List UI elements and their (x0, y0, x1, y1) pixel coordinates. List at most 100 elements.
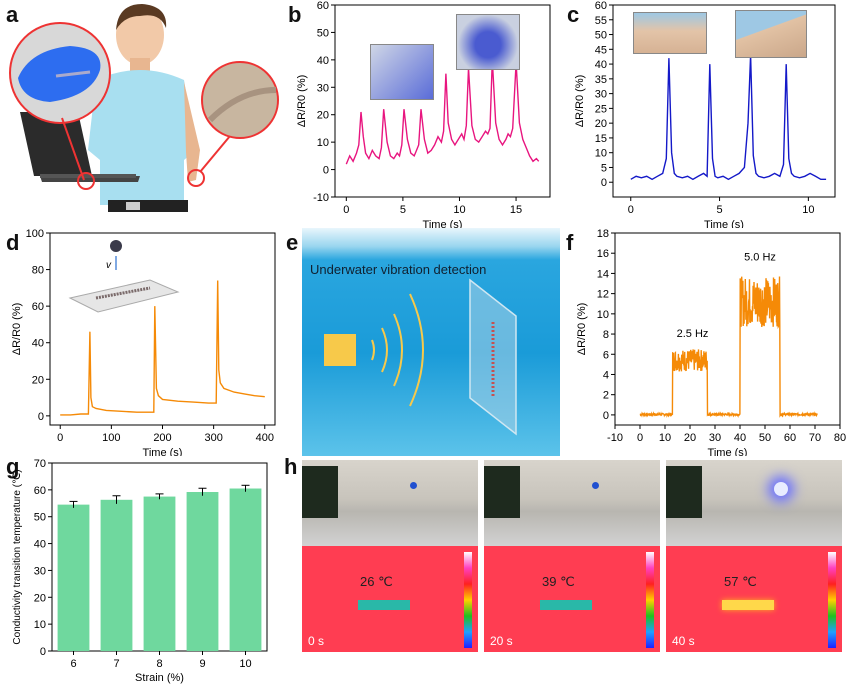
y-tick-label-f: 0 (603, 410, 609, 422)
x-tick-label-g: 7 (113, 658, 119, 670)
y-tick-label-b: 0 (323, 165, 329, 177)
plot-frame-c (612, 4, 836, 198)
chart-transition-temperature: 0 10 20 30 40 50 60 70 6 7 8 9 10 Strain (%) Conductiv… (12, 458, 268, 684)
x-tick-label-f: 50 (759, 432, 771, 444)
y-tick-label-c: 0 (601, 177, 607, 189)
x-tick-label-f: 80 (834, 432, 846, 444)
y-tick-label-d: 20 (32, 374, 44, 386)
x-tick-label-b: 15 (510, 204, 522, 216)
bar-8 (143, 496, 176, 651)
y-tick-label-f: 8 (603, 329, 609, 341)
photo-elbow-straight (633, 12, 707, 54)
series-line-c (630, 55, 827, 181)
chart-ball-impact: 0 20 40 60 80 100 0 100 200 300 400 Time (s) ΔR/R0 (… (11, 228, 276, 456)
frame-0: 26 ℃ 0 s (302, 460, 478, 652)
temperature-label: 26 ℃ (360, 574, 393, 589)
x-tick-label-g: 10 (239, 658, 251, 670)
x-axis-label-g: Strain (%) (135, 672, 184, 684)
temperature-label: 57 ℃ (724, 574, 757, 589)
y-tick-label-c: 45 (595, 44, 607, 56)
y-tick-label-f: 16 (597, 248, 609, 260)
y-tick-label-f: 10 (597, 309, 609, 321)
frame-2: 57 ℃ 40 s (666, 460, 842, 652)
y-tick-label-c: 35 (595, 74, 607, 86)
y-tick-label-c: 60 (595, 0, 607, 12)
colorbar (828, 552, 836, 648)
x-tick-label-d: 200 (153, 432, 171, 444)
series-line-d (60, 280, 265, 416)
series-line-f (639, 276, 818, 418)
x-tick-label-c: 5 (716, 204, 722, 216)
y-tick-label-f: 18 (597, 228, 609, 240)
wearable-illustration (9, 4, 279, 212)
y-tick-label-b: -10 (313, 192, 329, 204)
y-tick-label-c: 5 (601, 162, 607, 174)
person-belt (108, 200, 188, 212)
falling-ball (110, 240, 122, 252)
y-tick-label-d: 100 (26, 228, 44, 240)
x-tick-label-d: 400 (256, 432, 274, 444)
led (592, 482, 599, 489)
x-tick-label-f: 10 (659, 432, 671, 444)
x-tick-label-f: 70 (809, 432, 821, 444)
y-tick-label-d: 80 (32, 265, 44, 277)
series-line-b (345, 59, 540, 165)
y-tick-label-g: 0 (40, 646, 46, 658)
sensor-trace (95, 286, 151, 300)
y-tick-label-g: 60 (34, 485, 46, 497)
x-tick-label-d: 0 (57, 432, 63, 444)
y-tick-label-b: 60 (317, 0, 329, 12)
chart-underwater-vibration: 0 2 4 6 8 10 12 14 16 18 -10 0 10 20 30 40 50 60 70 80 Time … (576, 228, 846, 456)
panel-label-h: h (284, 454, 298, 479)
y-tick-label-b: 10 (317, 137, 329, 149)
plot-frame-b (334, 4, 551, 198)
y-tick-label-g: 30 (34, 565, 46, 577)
y-axis-label-f: ΔR/R0 (%) (576, 303, 588, 356)
gloved-hand (18, 46, 101, 102)
sensor-strip (722, 600, 774, 610)
vibration-source (324, 334, 356, 366)
sensor-strip (358, 600, 410, 610)
panel-label-c: c (567, 2, 580, 27)
underwater-scene: Underwater vibration detection (302, 228, 560, 456)
power-module (666, 466, 702, 518)
x-tick-label-d: 300 (204, 432, 222, 444)
y-tick-label-c: 25 (595, 103, 607, 115)
y-axis-label-c: ΔR/R0 (%) (574, 75, 586, 128)
y-tick-label-b: 50 (317, 27, 329, 39)
chart-finger-bending: -10 0 10 20 30 40 50 60 0 5 10 15 Time (s) ΔR/R0 (%) (296, 0, 551, 228)
x-tick-label-f: -10 (607, 432, 623, 444)
x-tick-label-b: 5 (400, 204, 406, 216)
y-tick-label-f: 14 (597, 268, 609, 280)
frame-1: 39 ℃ 20 s (484, 460, 660, 652)
x-tick-label-b: 10 (453, 204, 465, 216)
y-tick-label-b: 20 (317, 110, 329, 122)
time-label: 0 s (308, 634, 325, 648)
x-tick-label-f: 30 (709, 432, 721, 444)
x-tick-label-f: 60 (784, 432, 796, 444)
bar-10 (229, 488, 262, 651)
y-tick-label-d: 0 (38, 411, 44, 423)
y-tick-label-g: 10 (34, 619, 46, 631)
y-axis-label-d: ΔR/R0 (%) (11, 303, 23, 356)
y-tick-label-f: 4 (603, 369, 609, 381)
x-tick-label-d: 100 (102, 432, 120, 444)
y-tick-label-c: 10 (595, 148, 607, 160)
sensor-strip (540, 600, 592, 610)
power-module (484, 466, 520, 518)
y-tick-label-c: 55 (595, 15, 607, 27)
y-tick-label-c: 40 (595, 59, 607, 71)
y-tick-label-d: 60 (32, 301, 44, 313)
panel-label-f: f (566, 230, 574, 255)
bar-9 (186, 492, 219, 651)
x-tick-label-g: 8 (156, 658, 162, 670)
y-tick-label-f: 6 (603, 349, 609, 361)
y-tick-label-g: 20 (34, 592, 46, 604)
colorbar (646, 552, 654, 648)
y-tick-label-b: 40 (317, 55, 329, 67)
y-tick-label-g: 70 (34, 458, 46, 470)
x-axis-label-d: Time (s) (143, 447, 183, 456)
temperature-label: 39 ℃ (542, 574, 575, 589)
x-tick-label-f: 20 (684, 432, 696, 444)
panel-label-e: e (286, 230, 299, 255)
